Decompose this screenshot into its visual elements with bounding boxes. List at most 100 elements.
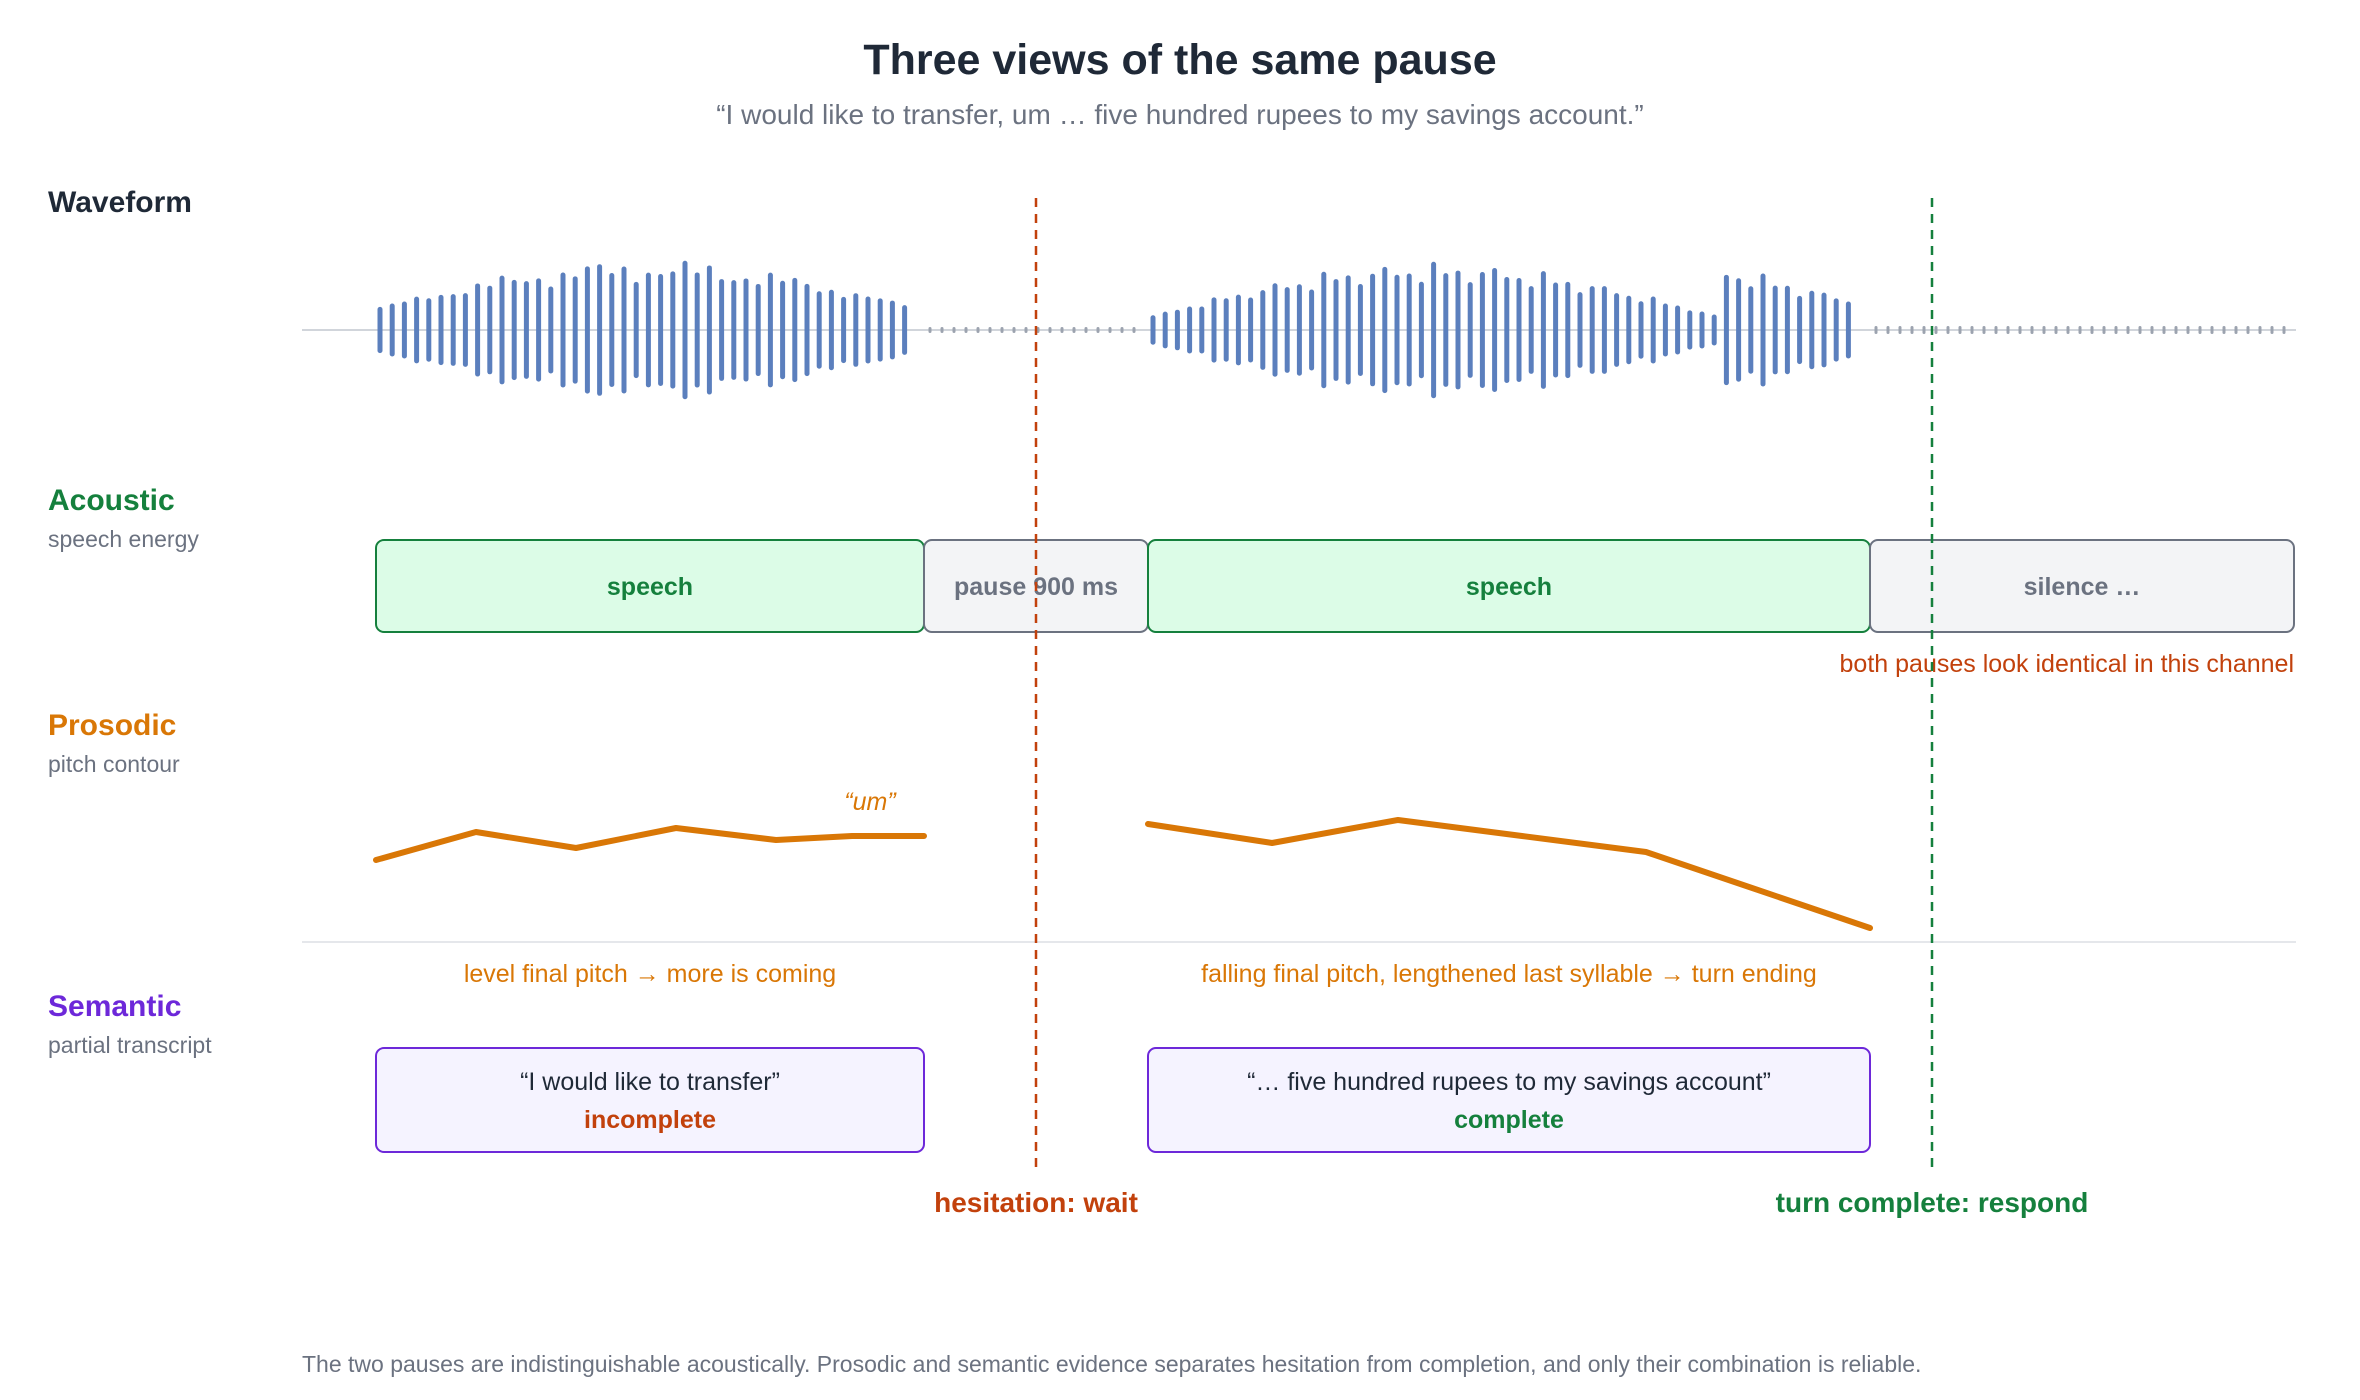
waveform-bar <box>1187 306 1193 354</box>
waveform-bar <box>1565 281 1571 379</box>
waveform-bar <box>572 276 578 384</box>
waveform-bar <box>928 327 932 333</box>
waveform-bar <box>2222 326 2226 334</box>
waveform-bar <box>670 271 676 389</box>
waveform-bar <box>2030 326 2034 334</box>
waveform-bar <box>1431 261 1437 399</box>
waveform-bar <box>1589 286 1595 374</box>
hesitation-verdict: hesitation: wait <box>934 1187 1138 1218</box>
semantic-boxes: “I would like to transfer” incomplete “…… <box>375 1047 1871 1153</box>
waveform-bar <box>1675 305 1681 355</box>
waveform-bar <box>414 296 420 364</box>
waveform-bar <box>1370 273 1376 387</box>
waveform-bar <box>1418 281 1424 379</box>
pitch-contour: “um” level final pitch → more is coming … <box>302 788 2296 988</box>
caption: The two pauses are indistinguishable aco… <box>302 1351 1921 1377</box>
waveform-bar <box>694 272 700 388</box>
waveform-bar <box>2114 326 2118 334</box>
waveform-bar <box>1072 327 1076 333</box>
acoustic-segment-label: speech <box>607 573 693 601</box>
waveform-bar <box>1626 295 1632 365</box>
waveform-bar <box>426 298 432 362</box>
waveform-bar <box>755 283 761 377</box>
semantic-status-incomplete: incomplete <box>584 1106 716 1134</box>
waveform-bar <box>1540 271 1546 389</box>
turn-complete-verdict: turn complete: respond <box>1776 1187 2089 1218</box>
waveform-bar <box>450 294 456 366</box>
waveform-bar <box>1048 327 1052 333</box>
waveform-bar <box>1650 296 1656 364</box>
waveform-bar <box>1345 275 1351 385</box>
waveform-bar <box>1199 306 1205 354</box>
waveform-bar <box>828 289 834 371</box>
waveform-bar <box>1382 266 1388 394</box>
waveform-bar <box>1120 327 1124 333</box>
waveform-bar <box>438 294 444 366</box>
waveform-bar <box>1699 311 1705 349</box>
prosodic-note-level: level final pitch → more is coming <box>464 960 836 988</box>
waveform-bar <box>2102 326 2106 334</box>
waveform-bar <box>487 285 493 375</box>
waveform-bar <box>1443 273 1449 387</box>
waveform-bar <box>1296 284 1302 376</box>
waveform-bar <box>2042 326 2046 334</box>
waveform-bar <box>2282 326 2286 334</box>
waveform-bar <box>2198 326 2202 334</box>
waveform-bar <box>633 281 639 379</box>
waveform-bar <box>401 301 407 359</box>
waveform-bar <box>743 278 749 382</box>
um-label: “um” <box>844 788 897 816</box>
waveform <box>302 260 2296 400</box>
acoustic-segment-label: silence … <box>2024 573 2141 601</box>
waveform-bar <box>2270 326 2274 334</box>
row-label-prosodic: Prosodic <box>48 709 176 742</box>
waveform-bar <box>377 306 383 354</box>
waveform-bar <box>1748 286 1754 374</box>
waveform-bar <box>1845 301 1851 359</box>
waveform-bar <box>1096 327 1100 333</box>
waveform-bar <box>609 272 615 388</box>
waveform-bar <box>1934 326 1938 334</box>
waveform-bar <box>780 280 786 380</box>
waveform-bar <box>2138 326 2142 334</box>
waveform-bar <box>731 280 737 380</box>
waveform-bar <box>2186 326 2190 334</box>
pitch-line-2 <box>1145 817 1873 931</box>
acoustic-segment-speech-2: speech <box>1147 539 1871 633</box>
waveform-bar <box>2246 326 2250 334</box>
waveform-bar <box>1809 290 1815 370</box>
waveform-bar <box>1958 326 1962 334</box>
waveform-bar <box>523 281 529 379</box>
acoustic-segments: speech pause 900 ms speech silence … bot… <box>375 539 2295 678</box>
waveform-bar <box>1504 276 1510 384</box>
waveform-bar <box>2210 326 2214 334</box>
waveform-bar <box>1284 287 1290 373</box>
waveform-bar <box>1132 327 1136 333</box>
waveform-bar <box>1946 326 1950 334</box>
waveform-bar <box>499 275 505 385</box>
waveform-bar <box>1784 285 1790 375</box>
waveform-bar <box>1760 273 1766 387</box>
waveform-bar <box>1223 298 1229 362</box>
waveform-bar <box>1797 295 1803 365</box>
waveform-bar <box>964 327 968 333</box>
waveform-bar <box>767 272 773 388</box>
waveform-bar <box>2150 326 2154 334</box>
waveform-bar <box>976 327 980 333</box>
waveform-bar <box>2162 326 2166 334</box>
semantic-quote: “I would like to transfer” <box>520 1068 780 1096</box>
semantic-quote: “… five hundred rupees to my savings acc… <box>1247 1068 1771 1096</box>
waveform-bar <box>1321 271 1327 389</box>
waveform-bar <box>682 260 688 400</box>
waveform-bar <box>1516 277 1522 383</box>
waveform-bar <box>1910 326 1914 334</box>
waveform-bar <box>1723 274 1729 386</box>
waveform-bar <box>1577 292 1583 368</box>
waveform-bar <box>1260 290 1266 370</box>
waveform-bar <box>2258 326 2262 334</box>
waveform-bar <box>1601 286 1607 374</box>
waveform-bar <box>1406 273 1412 387</box>
waveform-bar <box>1357 284 1363 376</box>
row-sub-acoustic: speech energy <box>48 526 199 552</box>
